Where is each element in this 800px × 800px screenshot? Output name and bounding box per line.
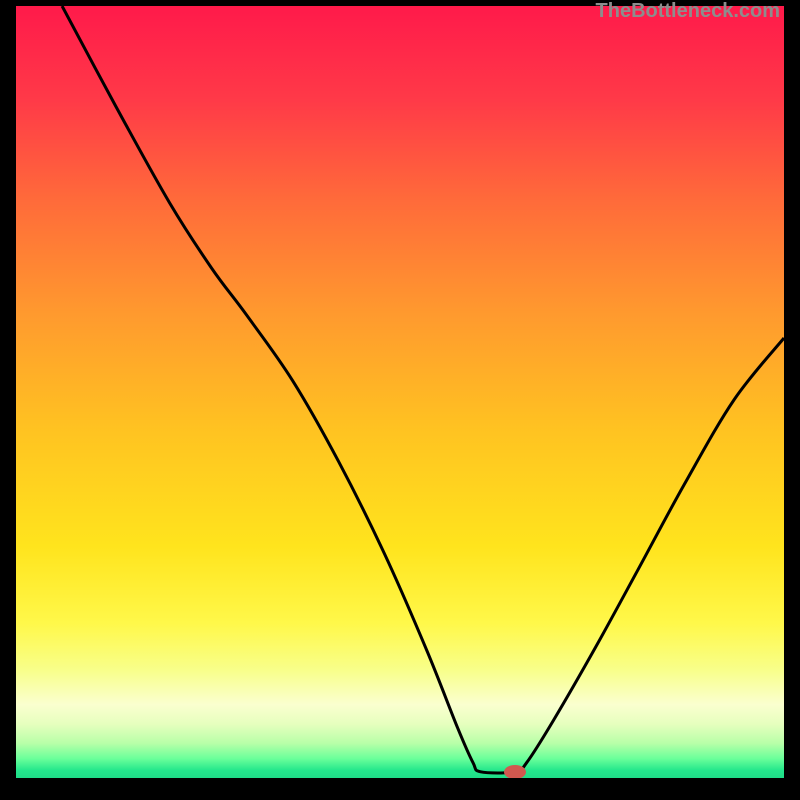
gradient-background (16, 6, 784, 778)
plot-area (16, 6, 784, 778)
chart-frame: TheBottleneck.com (0, 0, 800, 800)
selection-marker (500, 762, 530, 778)
plot-svg (16, 6, 784, 778)
